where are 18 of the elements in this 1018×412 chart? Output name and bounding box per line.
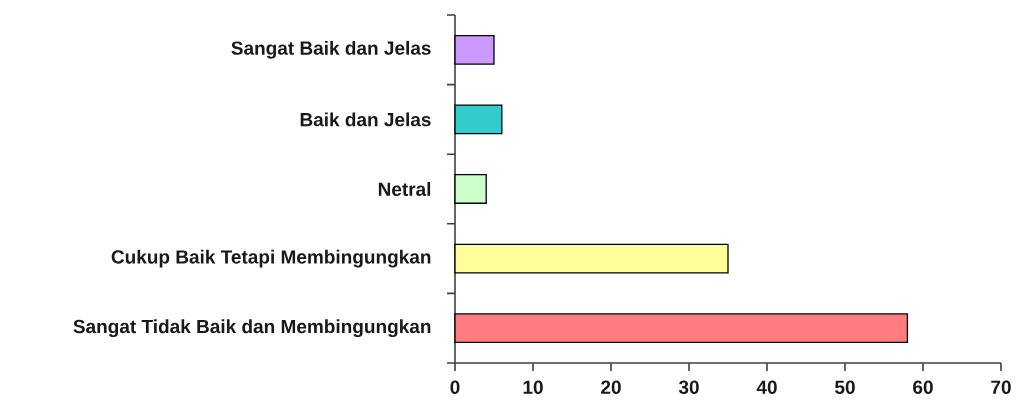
- y-tick-label: Sangat Baik dan Jelas: [231, 40, 431, 59]
- bar: [454, 34, 495, 65]
- bar: [454, 243, 729, 274]
- x-tick-label: 30: [678, 380, 699, 394]
- y-tick-label: Cukup Baik Tetapi Membingungkan: [111, 249, 431, 268]
- y-tick-label: Sangat Tidak Baik dan Membingungkan: [73, 319, 431, 338]
- bar: [454, 104, 503, 135]
- y-tick-label: Baik dan Jelas: [300, 112, 431, 127]
- x-tick-label: 0: [450, 380, 460, 394]
- x-tick-label: 10: [523, 380, 543, 394]
- bar: [454, 174, 487, 204]
- y-tick-label: Netral: [378, 182, 431, 196]
- x-tick-label: 40: [756, 380, 777, 394]
- x-tick-label: 70: [991, 380, 1011, 394]
- x-tick-label: 60: [913, 380, 933, 394]
- x-tick-label: 20: [601, 380, 621, 394]
- x-tick-label: 50: [835, 380, 855, 394]
- bar: [454, 313, 909, 344]
